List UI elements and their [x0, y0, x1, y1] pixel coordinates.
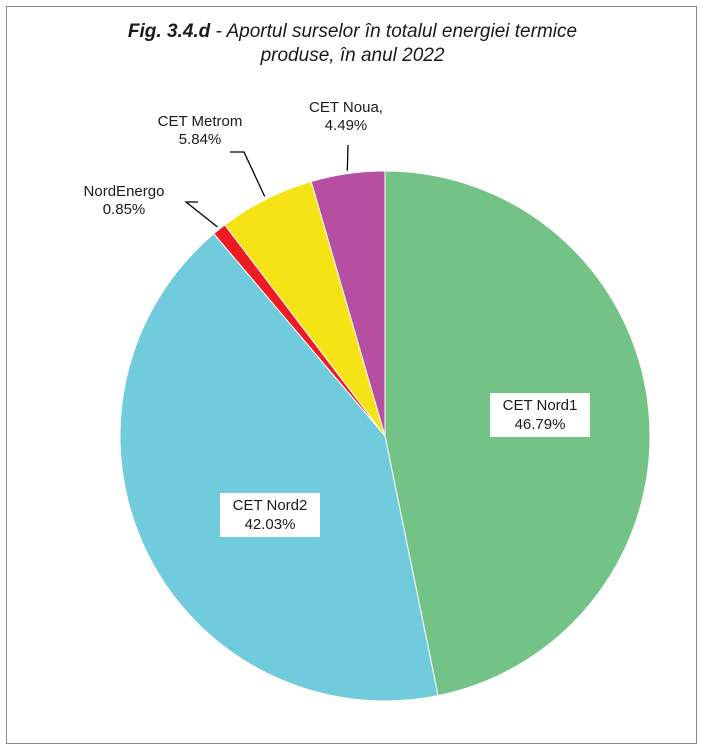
leader-line-cet-noua	[346, 144, 349, 171]
slice-label-box-cet-nord1	[490, 393, 590, 437]
slice-label-value-nordenergo: 0.85%	[103, 201, 146, 218]
leader-line-cet-metrom	[230, 151, 266, 197]
chart-title-line1: - Aportul surselor în totalul energiei t…	[210, 21, 578, 42]
slice-label-value-cet-noua: 4.49%	[325, 117, 368, 134]
slice-label-value-cet-nord1: 46.79%	[515, 416, 566, 433]
leader-lines	[184, 144, 349, 228]
pie-slice-cet-noua	[310, 170, 386, 437]
slice-label-value-cet-nord2: 42.03%	[245, 516, 296, 533]
slice-label-box-cet-nord2	[220, 493, 320, 537]
slice-label-name-nordenergo: NordEnergo	[84, 183, 165, 200]
slice-label-name-cet-noua: CET Noua,	[309, 99, 383, 116]
slice-label-name-cet-nord2: CET Nord2	[233, 497, 308, 514]
leader-line-nordenergo	[184, 201, 218, 228]
chart-title-figure-number: Fig. 3.4.d	[127, 21, 211, 42]
slice-label-name-cet-nord1: CET Nord1	[503, 397, 578, 414]
pie-slice-cet-nord2	[119, 233, 439, 702]
chart-title-line2: produse, în anul 2022	[260, 45, 445, 66]
slice-label-name-cet-metrom: CET Metrom	[158, 113, 243, 130]
chart-title: Fig. 3.4.d - Aportul surselor în totalul…	[0, 20, 705, 68]
slice-labels: CET Nord1 46.79% CET Nord2 42.03% NordEnergo…	[84, 99, 590, 537]
slice-label-value-cet-metrom: 5.84%	[179, 131, 222, 148]
